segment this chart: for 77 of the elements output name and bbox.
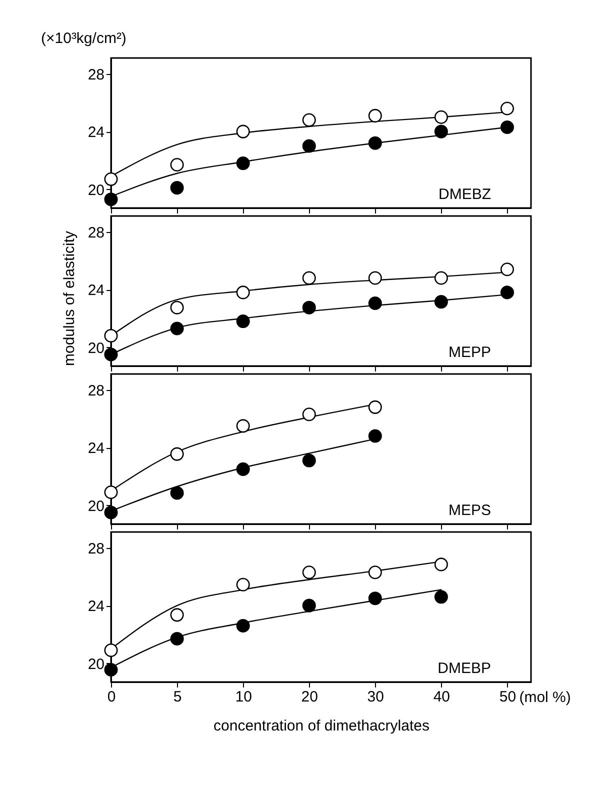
point <box>104 348 118 362</box>
point <box>170 608 184 622</box>
y-tick-label: 28 <box>88 540 104 558</box>
point <box>368 566 382 580</box>
y-tick-label: 20 <box>88 656 104 673</box>
point <box>104 172 118 186</box>
point <box>236 618 250 633</box>
y-tick-label: 24 <box>88 282 104 300</box>
x-tick-label: 10 <box>235 688 252 706</box>
point <box>302 454 316 468</box>
x-tick-label: 20 <box>301 688 318 706</box>
point <box>170 486 184 500</box>
point <box>302 300 316 314</box>
x-tick-label: 30 <box>367 688 384 706</box>
point <box>236 156 250 170</box>
point <box>500 286 514 300</box>
point <box>500 102 514 116</box>
point <box>500 262 514 276</box>
point <box>368 592 382 606</box>
point <box>368 136 382 150</box>
y-tick-label: 20 <box>88 498 104 515</box>
point <box>434 295 448 309</box>
point <box>104 506 118 520</box>
point <box>368 108 382 122</box>
y-tick-label: 28 <box>88 66 104 84</box>
y-tick-label: 24 <box>88 598 104 616</box>
point <box>368 400 382 414</box>
point <box>170 447 184 461</box>
y-tick-label: 20 <box>88 182 104 199</box>
point <box>368 271 382 285</box>
point <box>104 644 118 658</box>
point <box>302 113 316 127</box>
x-tick-label: 40 <box>433 688 450 706</box>
point <box>434 271 448 285</box>
point <box>434 558 448 572</box>
point <box>104 486 118 500</box>
point <box>500 120 514 134</box>
point <box>170 322 184 336</box>
point <box>302 271 316 285</box>
y-tick-label: 20 <box>88 340 104 357</box>
y-tick-label: 28 <box>88 224 104 242</box>
point <box>368 296 382 310</box>
y-tick-label: 24 <box>88 440 104 458</box>
text: (mol %) <box>519 689 571 706</box>
point <box>368 429 382 443</box>
point <box>104 662 118 676</box>
annotation: MEPS <box>448 502 491 519</box>
x-axis-title: concentration of dimethacrylates <box>214 718 430 734</box>
x-tick-label: 50 <box>499 688 516 706</box>
point <box>302 566 316 580</box>
point <box>236 419 250 433</box>
x-tick-label: 0 <box>107 688 116 706</box>
y-tick-label: 24 <box>88 124 104 142</box>
annotation: DMEBZ <box>438 186 491 203</box>
point <box>236 314 250 328</box>
y-axis-title: modulus of elasticity <box>61 230 78 366</box>
point <box>170 300 184 314</box>
point <box>236 578 250 592</box>
x-tick-label: 5 <box>173 688 182 706</box>
point <box>236 286 250 300</box>
point <box>170 181 184 195</box>
point <box>434 590 448 604</box>
point <box>104 328 118 342</box>
point <box>434 110 448 124</box>
point <box>236 124 250 138</box>
point <box>302 408 316 422</box>
annotation: DMEBP <box>438 660 491 677</box>
point <box>236 462 250 476</box>
annotation: MEPP <box>448 344 491 361</box>
point <box>434 124 448 138</box>
point <box>170 632 184 646</box>
point <box>302 598 316 612</box>
point <box>302 139 316 153</box>
point <box>104 192 118 206</box>
y-tick-label: 28 <box>88 382 104 400</box>
point <box>170 158 184 172</box>
y-axis-title: (×10³kg/cm²) <box>41 30 126 47</box>
